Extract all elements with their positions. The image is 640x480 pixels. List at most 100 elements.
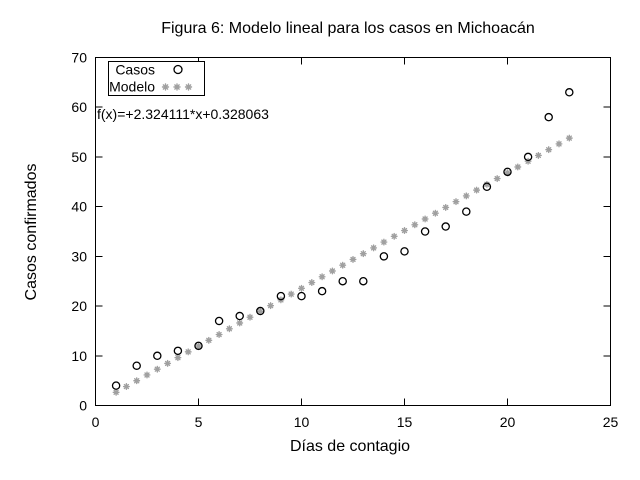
model-point xyxy=(225,325,233,333)
model-point xyxy=(256,307,264,315)
model-point xyxy=(195,342,202,350)
model-point xyxy=(112,388,120,396)
model-point xyxy=(370,244,378,252)
model-point xyxy=(452,198,460,206)
axis-tick-labels: 0 5 10 15 20 25 0 10 20 30 40 50 60 70 xyxy=(71,50,618,431)
model-point xyxy=(401,227,408,235)
casos-point xyxy=(503,167,512,177)
x-axis-label: Días de contagio xyxy=(290,438,410,455)
model-point xyxy=(308,279,316,287)
model-series xyxy=(112,134,573,396)
model-point xyxy=(184,348,192,356)
casos-point xyxy=(317,286,327,296)
legend-marker-modelo xyxy=(161,83,170,91)
x-tick-label: 5 xyxy=(195,414,203,430)
model-point xyxy=(298,284,305,292)
model-point xyxy=(493,175,501,183)
model-point xyxy=(534,151,542,159)
model-point xyxy=(359,250,367,258)
legend-marker-modelo xyxy=(173,83,181,91)
x-tick-label: 15 xyxy=(397,414,413,430)
model-point xyxy=(122,383,130,391)
model-point xyxy=(473,186,481,194)
model-point xyxy=(483,180,491,188)
model-equation: f(x)=+2.324111*x+0.328063 xyxy=(97,106,269,122)
model-point xyxy=(545,146,553,154)
legend-marker-modelo xyxy=(184,83,193,91)
model-point xyxy=(421,215,429,223)
casos-point xyxy=(276,291,286,301)
model-point xyxy=(133,377,141,385)
plot-frame xyxy=(95,57,611,406)
casos-point xyxy=(111,381,121,390)
y-tick-label: 30 xyxy=(71,248,87,264)
model-point xyxy=(462,192,470,200)
model-point xyxy=(164,359,172,367)
casos-point xyxy=(173,346,183,356)
model-point xyxy=(442,203,450,211)
legend-label-modelo: Modelo xyxy=(109,79,155,95)
legend-box xyxy=(108,61,205,96)
model-point xyxy=(236,319,244,327)
casos-point xyxy=(420,227,430,236)
model-point xyxy=(318,273,326,281)
y-tick-label: 60 xyxy=(71,99,87,115)
casos-point xyxy=(194,341,203,351)
model-point xyxy=(504,169,511,177)
x-tick-label: 0 xyxy=(92,414,100,430)
model-point xyxy=(287,290,295,298)
model-point xyxy=(411,221,419,229)
model-point xyxy=(380,238,388,246)
x-tick-label: 20 xyxy=(500,414,516,430)
casos-point xyxy=(256,306,265,316)
x-tick-label: 25 xyxy=(603,414,619,430)
casos-point xyxy=(359,276,368,286)
model-point xyxy=(555,140,563,148)
casos-point xyxy=(338,276,347,286)
casos-point xyxy=(297,291,306,301)
model-point xyxy=(524,157,532,165)
model-point xyxy=(267,302,275,310)
model-point xyxy=(565,134,573,142)
casos-point xyxy=(132,361,141,370)
casos-point xyxy=(441,222,450,231)
model-point xyxy=(390,232,398,240)
legend-marker-casos xyxy=(173,64,183,75)
x-tick-label: 10 xyxy=(294,414,310,430)
casos-point xyxy=(482,182,492,192)
casos-point xyxy=(565,88,574,97)
y-tick-label: 70 xyxy=(71,50,87,66)
y-tick-label: 10 xyxy=(71,348,87,364)
y-tick-label: 40 xyxy=(71,199,87,215)
model-point xyxy=(205,336,213,344)
chart-title: Figura 6: Modelo lineal para los casos e… xyxy=(161,20,535,37)
y-tick-label: 0 xyxy=(79,398,87,414)
legend-markers xyxy=(161,64,193,91)
model-point xyxy=(143,371,151,379)
casos-point xyxy=(235,311,244,321)
casos-series xyxy=(111,88,574,390)
model-point xyxy=(215,331,223,339)
model-point xyxy=(431,209,439,217)
model-point xyxy=(514,163,522,171)
y-tick-label: 50 xyxy=(71,149,87,165)
legend: Casos Modelo xyxy=(108,61,205,96)
casos-point xyxy=(379,252,389,261)
casos-point xyxy=(214,316,224,326)
y-axis-label: Casos confirmados xyxy=(23,164,40,301)
casos-point xyxy=(153,351,162,361)
model-point xyxy=(153,365,161,373)
casos-point xyxy=(400,247,409,256)
model-point xyxy=(174,354,182,362)
y-tick-label: 20 xyxy=(71,298,87,314)
model-point xyxy=(349,255,357,263)
model-point xyxy=(339,261,347,269)
model-point xyxy=(328,267,336,275)
legend-label-casos: Casos xyxy=(115,62,155,78)
casos-point xyxy=(462,207,471,216)
model-point xyxy=(246,313,254,321)
casos-point xyxy=(523,152,533,162)
casos-point xyxy=(544,112,553,122)
